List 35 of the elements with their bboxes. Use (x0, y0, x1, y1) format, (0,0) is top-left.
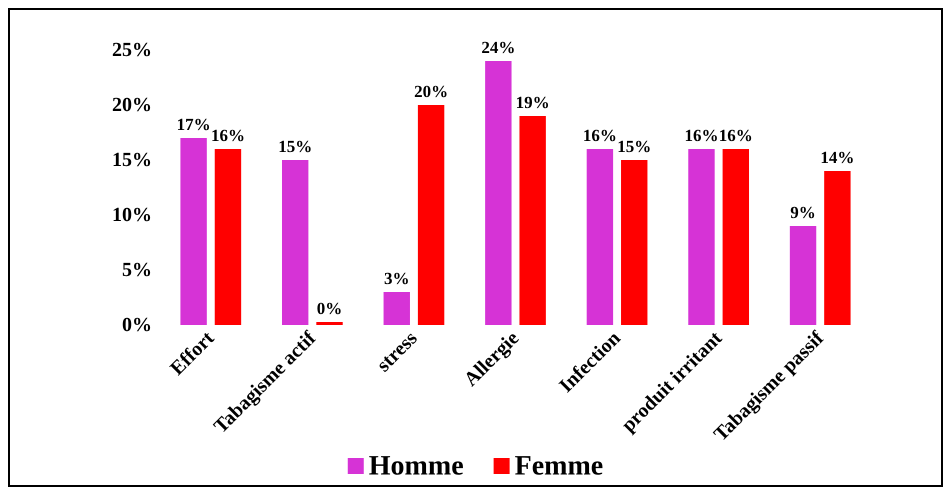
data-label: 16% (210, 126, 245, 145)
bar (384, 292, 410, 325)
bar (824, 171, 851, 325)
y-tick-label: 15% (112, 149, 152, 171)
y-tick-label: 20% (112, 94, 152, 116)
bar (688, 149, 715, 325)
data-label: 19% (516, 93, 550, 112)
y-tick-label: 0% (122, 314, 152, 336)
data-label: 17% (176, 115, 211, 134)
bar (485, 61, 512, 325)
data-label: 20% (414, 82, 448, 101)
data-label: 16% (582, 126, 617, 145)
data-label: 9% (790, 203, 816, 222)
bar (722, 149, 750, 325)
legend-label: Homme (368, 450, 464, 482)
legend-label: Femme (514, 450, 604, 482)
data-label: 0% (316, 299, 342, 318)
data-label: 15% (617, 137, 652, 156)
bar (180, 138, 207, 325)
bar (418, 105, 444, 325)
bar (519, 116, 546, 325)
data-label: 14% (820, 148, 854, 167)
bar (282, 160, 308, 325)
bar (790, 226, 816, 325)
y-tick-label: 10% (112, 204, 152, 226)
y-tick-label: 5% (122, 259, 152, 281)
data-label: 16% (684, 126, 718, 145)
bar (586, 149, 614, 325)
bar (621, 160, 648, 325)
y-tick-label: 25% (112, 39, 152, 61)
bar (214, 149, 242, 325)
data-label: 24% (481, 38, 516, 57)
data-label: 15% (278, 137, 312, 156)
data-label: 3% (384, 269, 410, 288)
data-label: 16% (718, 126, 753, 145)
